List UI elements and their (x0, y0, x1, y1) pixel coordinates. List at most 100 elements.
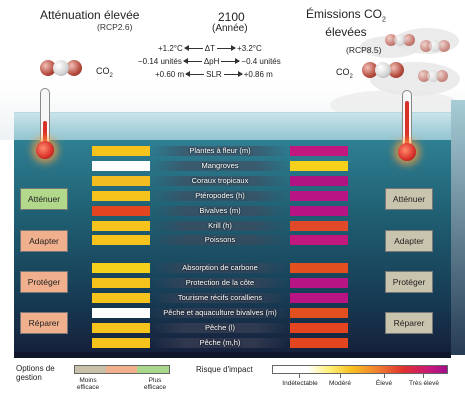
risk-low-emission-cell (92, 323, 150, 333)
risk-row-label: Pêche et aquaculture bivalves (m) (163, 308, 277, 317)
risk-row-band (150, 146, 290, 156)
risk-row-label: Coraux tropicaux (191, 176, 249, 185)
ocean-side (451, 100, 465, 355)
legend: Options de gestion Moins efficace Plus effi… (0, 358, 465, 402)
option-adapter-right: Adapter (385, 230, 433, 252)
option-proteger-right: Protéger (385, 271, 433, 293)
risk-low-emission-cell (92, 221, 150, 231)
thermometer-bulb-icon (398, 143, 416, 161)
risk-row-label: Krill (h) (208, 221, 232, 230)
co2-label-left: CO2 (96, 66, 113, 79)
risk-row: Protection de la côte (92, 278, 348, 288)
risk-high-emission-cell (290, 293, 348, 303)
legend-high: Élevé (375, 380, 393, 387)
risk-low-emission-cell (92, 161, 150, 171)
option-attenuer-right: Atténuer (385, 188, 433, 210)
legend-more-effective: Plus efficace (143, 377, 167, 391)
risk-row: Pêche et aquaculture bivalves (m) (92, 308, 348, 318)
risk-low-emission-cell (92, 338, 150, 348)
year-subtitle: (Année) (212, 23, 248, 34)
risk-row-label: Poissons (204, 235, 236, 244)
legend-tick (384, 374, 385, 378)
risk-high-emission-cell (290, 263, 348, 273)
risk-row: Bivalves (m) (92, 206, 348, 216)
option-attenuer-left: Atténuer (20, 188, 68, 210)
risk-row-band (150, 338, 290, 348)
thermometer-low-icon (40, 88, 50, 146)
risk-high-emission-cell (290, 308, 348, 318)
risk-row: Tourisme récifs coralliens (92, 293, 348, 303)
legend-less-effective: Moins efficace (76, 377, 100, 391)
risk-row-label: Bivalves (m) (199, 206, 241, 215)
risk-low-emission-cell (92, 191, 150, 201)
option-reparer-right: Réparer (385, 312, 433, 334)
ocean-surface (14, 112, 451, 142)
risk-row-band (150, 176, 290, 186)
legend-tick (299, 374, 300, 378)
risk-row-band (150, 323, 290, 333)
year-title: 2100 (218, 10, 245, 24)
co2-molecule-icon (40, 60, 82, 76)
legend-tick (340, 374, 341, 378)
ocean-body (14, 140, 451, 355)
risk-low-emission-cell (92, 308, 150, 318)
risk-row-label: Pêche (l) (204, 323, 235, 332)
comparison-sea-level: +0.60 m SLR +0.86 m (155, 70, 273, 79)
risk-row: Plantes à fleur (m) (92, 146, 348, 156)
co2-label-right: CO2 (336, 67, 353, 80)
risk-row-label: Protection de la côte (185, 278, 255, 287)
legend-tick (423, 374, 424, 378)
co2-molecule-icon (362, 62, 404, 78)
risk-row-band (150, 263, 290, 273)
risk-row: Ptéropodes (h) (92, 191, 348, 201)
risk-row-band (150, 161, 290, 171)
risk-low-emission-cell (92, 293, 150, 303)
legend-management-bar (74, 365, 170, 374)
risk-high-emission-cell (290, 235, 348, 245)
thermometer-bulb-icon (36, 141, 54, 159)
risk-high-emission-cell (290, 176, 348, 186)
left-scenario-title: Atténuation élevée (40, 8, 140, 22)
risk-row: Mangroves (92, 161, 348, 171)
risk-row: Krill (h) (92, 221, 348, 231)
risk-high-emission-cell (290, 278, 348, 288)
risk-low-emission-cell (92, 278, 150, 288)
thermometer-high-icon (402, 90, 412, 148)
left-scenario-subtitle: (RCP2.6) (97, 22, 133, 32)
legend-options-title: Options de gestion (16, 364, 55, 382)
risk-high-emission-cell (290, 338, 348, 348)
co2-molecule-icon (420, 40, 450, 52)
risk-row-band (150, 235, 290, 245)
risk-high-emission-cell (290, 191, 348, 201)
legend-undetectable: Indétectable (282, 380, 318, 387)
option-adapter-left: Adapter (20, 230, 68, 252)
risk-row: Coraux tropicaux (92, 176, 348, 186)
comparison-ph: −0.14 unités ΔpH −0.4 unités (138, 57, 281, 66)
risk-row-band (150, 206, 290, 216)
risk-low-emission-cell (92, 235, 150, 245)
right-scenario-subtitle: (RCP8.5) (346, 45, 382, 55)
co2-molecule-icon (418, 70, 448, 82)
risk-low-emission-cell (92, 146, 150, 156)
co2-molecule-icon (385, 34, 415, 46)
option-reparer-left: Réparer (20, 312, 68, 334)
risk-row-label: Absorption de carbone (182, 263, 258, 272)
risk-row-band (150, 221, 290, 231)
risk-row-label: Plantes à fleur (m) (189, 146, 251, 155)
risk-low-emission-cell (92, 263, 150, 273)
risk-low-emission-cell (92, 176, 150, 186)
risk-row-label: Mangroves (201, 161, 239, 170)
risk-row: Pêche (m,h) (92, 338, 348, 348)
risk-row-band (150, 278, 290, 288)
risk-high-emission-cell (290, 221, 348, 231)
risk-high-emission-cell (290, 323, 348, 333)
legend-risk-title: Risque d'impact (196, 365, 253, 374)
legend-risk-bar (272, 365, 448, 374)
risk-row: Pêche (l) (92, 323, 348, 333)
legend-very-high: Très élevé (408, 380, 440, 387)
risk-row: Poissons (92, 235, 348, 245)
risk-row-band (150, 191, 290, 201)
legend-moderate: Modéré (328, 380, 352, 387)
risk-row: Absorption de carbone (92, 263, 348, 273)
